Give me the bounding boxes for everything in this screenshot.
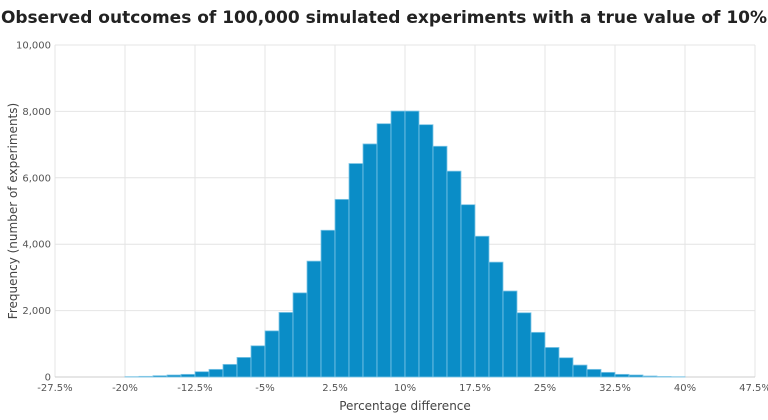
x-tick-label: 40% <box>674 383 696 394</box>
histogram-bar <box>236 357 252 378</box>
x-tick-label: 25% <box>534 383 556 394</box>
histogram-bar <box>614 373 630 378</box>
histogram-bar <box>474 235 490 378</box>
y-tick-label: 6,000 <box>22 173 51 184</box>
chart-title: Observed outcomes of 100,000 simulated e… <box>0 8 768 28</box>
histogram-bar <box>320 229 336 378</box>
x-tick-label: 10% <box>394 383 416 394</box>
x-tick-label: -27.5% <box>37 383 72 394</box>
x-tick-label: 32.5% <box>599 383 631 394</box>
histogram-bar <box>600 371 616 378</box>
histogram-bar <box>572 364 588 378</box>
histogram-bar <box>376 123 392 378</box>
histogram-bar <box>586 368 602 378</box>
histogram-bar <box>404 110 420 378</box>
x-tick-label: -12.5% <box>177 383 212 394</box>
histogram-bar <box>642 375 658 378</box>
x-tick-label: -20% <box>112 383 138 394</box>
histogram-bar <box>362 143 378 378</box>
y-tick-label: 0 <box>45 373 51 384</box>
histogram-bar <box>166 374 182 378</box>
histogram-bar <box>460 204 476 378</box>
histogram-bar <box>334 198 350 378</box>
histogram-bar <box>446 170 462 378</box>
histogram-bar <box>180 373 196 378</box>
x-axis-ticks: -27.5% -20% -12.5% -5% 2.5% 10% 17.5% 25% 32.5% 4… <box>37 383 768 394</box>
histogram-bar <box>558 357 574 378</box>
y-axis-ticks: 0 2,000 4,000 6,000 8,000 10,000 <box>16 41 51 384</box>
y-tick-label: 8,000 <box>22 107 51 118</box>
histogram-bar <box>628 374 644 378</box>
x-tick-label: 2.5% <box>322 383 347 394</box>
histogram-bar <box>278 312 294 378</box>
histogram-bar <box>516 312 532 378</box>
histogram-bar <box>222 363 238 378</box>
histogram-bar <box>418 124 434 378</box>
bars <box>124 110 686 378</box>
histogram-bar <box>264 330 280 378</box>
y-tick-label: 10,000 <box>16 41 51 52</box>
y-axis-label: Frequency (number of experiments) <box>6 103 20 319</box>
histogram-bar <box>488 261 504 378</box>
histogram-bar <box>194 371 210 378</box>
histogram-bar <box>250 345 266 378</box>
histogram-bar <box>530 331 546 378</box>
histogram-bar <box>306 260 322 378</box>
x-tick-label: -5% <box>255 383 274 394</box>
x-axis-label: Percentage difference <box>339 399 471 413</box>
histogram-bar <box>292 292 308 378</box>
y-tick-label: 2,000 <box>22 306 51 317</box>
histogram-bar <box>544 347 560 378</box>
x-tick-label: 17.5% <box>459 383 491 394</box>
histogram-bar <box>208 368 224 378</box>
histogram-bar <box>432 145 448 378</box>
histogram-bar <box>152 375 168 378</box>
histogram-bar <box>348 163 364 378</box>
y-tick-label: 4,000 <box>22 240 51 251</box>
histogram-bar <box>390 110 406 378</box>
histogram-bar <box>138 375 154 378</box>
histogram-bar <box>502 290 518 378</box>
x-tick-label: 47.5% <box>739 383 768 394</box>
